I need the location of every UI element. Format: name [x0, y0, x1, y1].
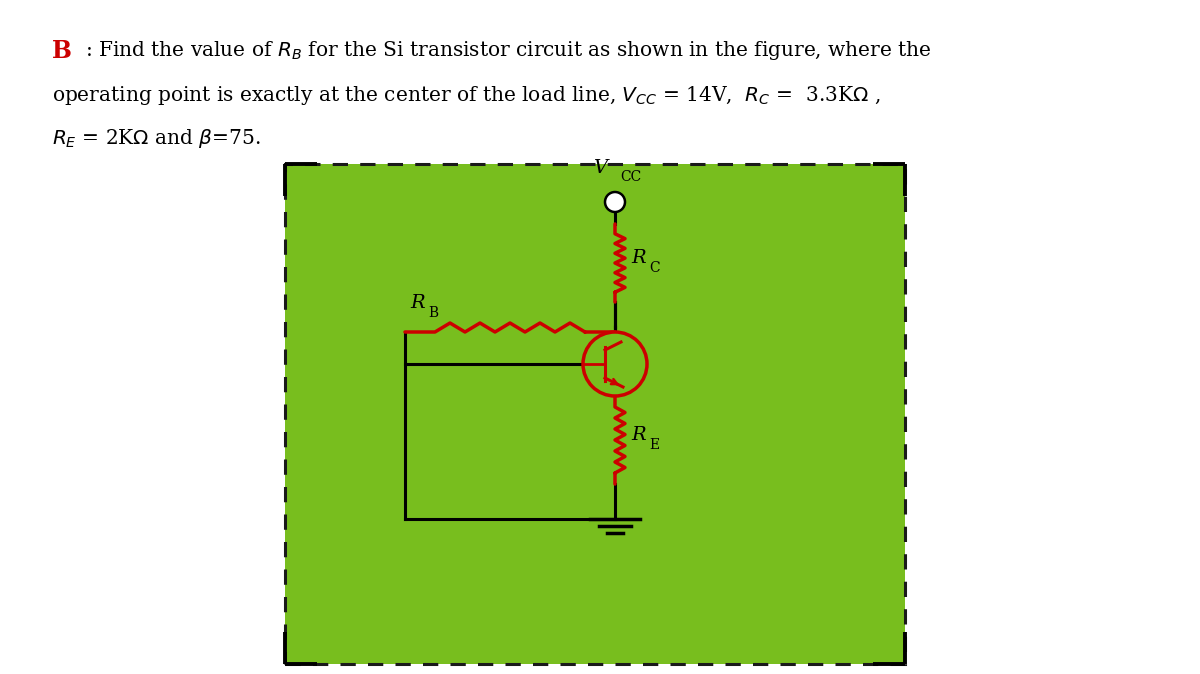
- Bar: [286, 164, 905, 664]
- Bar: [286, 164, 905, 664]
- Text: R: R: [631, 426, 646, 444]
- Text: C: C: [649, 261, 660, 275]
- Circle shape: [605, 192, 625, 212]
- Text: $R_E$ = 2K$\Omega$ and $\beta$=75.: $R_E$ = 2K$\Omega$ and $\beta$=75.: [52, 127, 260, 150]
- Text: E: E: [649, 438, 659, 452]
- Circle shape: [583, 332, 647, 396]
- Text: R: R: [631, 249, 646, 267]
- Text: R: R: [410, 294, 425, 312]
- Text: : Find the value of $R_B$ for the Si transistor circuit as shown in the figure, : : Find the value of $R_B$ for the Si tra…: [85, 39, 931, 62]
- Text: B: B: [428, 306, 438, 320]
- Text: CC: CC: [620, 170, 641, 184]
- Text: V: V: [593, 159, 607, 177]
- Text: B: B: [52, 39, 72, 63]
- Text: operating point is exactly at the center of the load line, $V_{CC}$ = 14V,  $R_C: operating point is exactly at the center…: [52, 84, 881, 107]
